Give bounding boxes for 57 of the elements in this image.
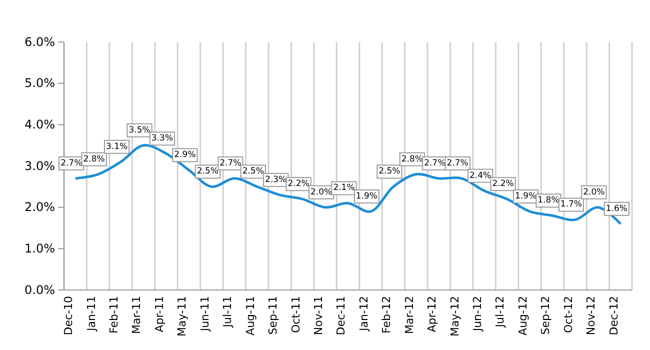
data-label: 2.2% — [288, 179, 310, 190]
data-label: 2.7% — [446, 158, 468, 168]
x-tick-label: Dec-12 — [607, 296, 620, 336]
data-label: 2.9% — [174, 150, 196, 160]
x-tick-label: Nov-12 — [584, 296, 598, 336]
x-tick-label: Jul-11 — [221, 296, 234, 328]
data-label: 2.5% — [242, 166, 264, 177]
data-label: 2.8% — [83, 154, 105, 164]
x-tick-label: May-12 — [448, 296, 462, 337]
data-label: 2.5% — [378, 166, 400, 177]
data-label: 2.0% — [310, 187, 332, 198]
data-label: 2.7% — [424, 158, 446, 168]
x-tick-label: Jan-12 — [357, 296, 370, 332]
data-label: 1.9% — [356, 191, 378, 202]
data-label: 2.1% — [333, 183, 355, 194]
data-label: 1.7% — [560, 200, 582, 210]
data-label: 2.8% — [401, 154, 423, 164]
x-tick-label: Nov-11 — [312, 296, 325, 336]
data-label: 1.6% — [606, 204, 628, 214]
x-tick-label: Mar-12 — [402, 296, 416, 334]
x-tick-label: Dec-11 — [334, 296, 348, 336]
y-tick-label: 3.0% — [24, 158, 55, 173]
x-tick-label: Jul-12 — [494, 296, 507, 328]
x-tick-label: Apr-11 — [152, 296, 166, 332]
data-label: 1.8% — [538, 196, 560, 206]
x-tick-label: Feb-12 — [380, 296, 394, 334]
data-label: 1.9% — [514, 191, 537, 202]
data-label: 2.0% — [583, 187, 605, 198]
data-label: 3.1% — [106, 142, 128, 152]
x-tick-label: Jun-12 — [471, 296, 484, 332]
y-tick-label: 2.0% — [24, 200, 55, 214]
x-tick-label: Sep-12 — [539, 296, 552, 335]
y-tick-label: 0.0% — [24, 282, 55, 297]
x-tick-label: Sep-11 — [266, 296, 280, 335]
x-tick-label: Aug-11 — [244, 296, 257, 336]
y-tick-label: 5.0% — [24, 76, 55, 90]
data-label: 2.4% — [470, 170, 492, 181]
data-label: 2.2% — [492, 179, 514, 190]
data-label: 3.5% — [128, 125, 150, 136]
x-tick-label: Apr-12 — [426, 296, 439, 332]
y-tick-label: 6.0% — [24, 34, 55, 49]
data-label: 2.5% — [196, 166, 218, 177]
x-tick-label: Jun-11 — [198, 296, 212, 332]
x-tick-label: Jan-11 — [84, 296, 98, 332]
x-tick-label: Oct-11 — [289, 296, 302, 333]
data-label: 3.3% — [151, 134, 174, 144]
x-tick-label: Oct-12 — [562, 296, 575, 333]
x-tick-label: Mar-11 — [130, 296, 144, 334]
data-label: 2.3% — [265, 174, 287, 185]
x-tick-label: Dec-10 — [62, 296, 76, 336]
x-tick-label: May-11 — [176, 296, 189, 337]
x-tick-label: Feb-11 — [108, 296, 120, 334]
y-tick-label: 1.0% — [24, 242, 55, 256]
data-label: 2.7% — [60, 158, 82, 168]
data-label: 2.7% — [220, 158, 242, 168]
x-tick-label: Aug-12 — [516, 296, 530, 336]
y-tick-label: 4.0% — [24, 118, 55, 132]
